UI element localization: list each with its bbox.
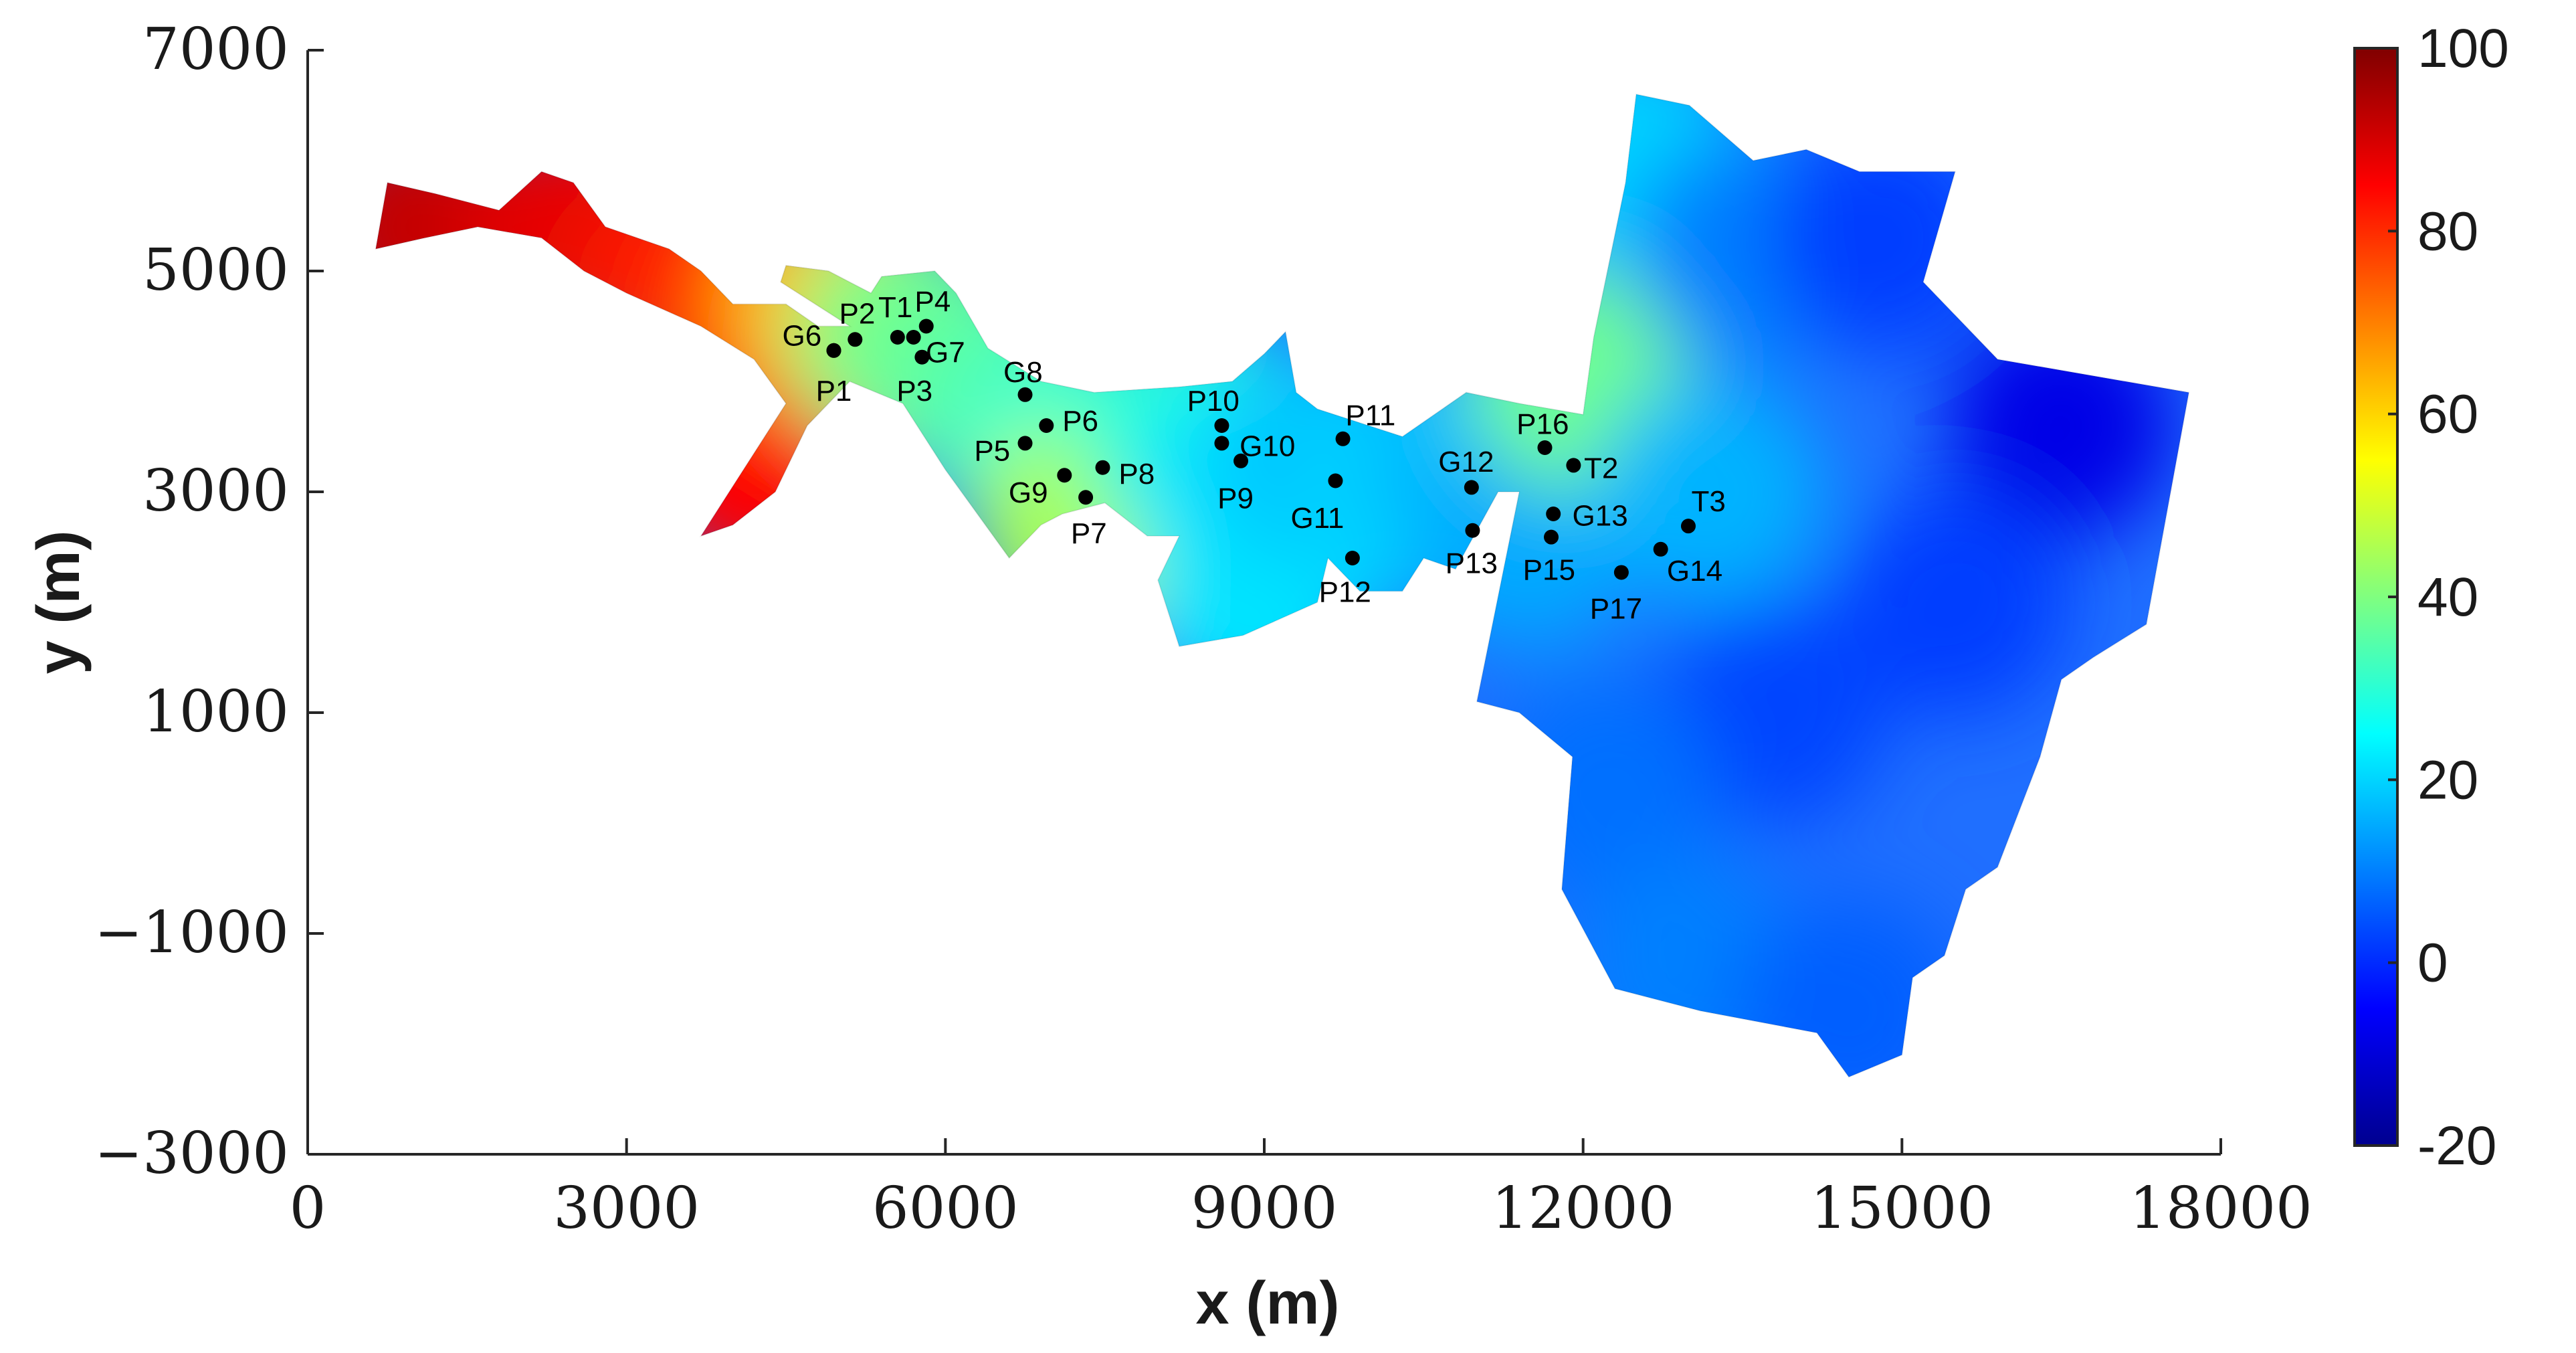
point-label-g12: G12 bbox=[1438, 446, 1494, 478]
point-label-p10: P10 bbox=[1187, 385, 1240, 418]
point-marker-p12 bbox=[1345, 551, 1360, 565]
y-tick-label: −3000 bbox=[94, 1120, 289, 1187]
point-label-g6: G6 bbox=[782, 320, 821, 353]
colorbar-tick-label: -20 bbox=[2417, 1115, 2497, 1176]
y-tick-label: 5000 bbox=[142, 237, 289, 304]
point-marker-p9 bbox=[1233, 453, 1249, 468]
point-marker-p6 bbox=[1039, 418, 1054, 433]
point-marker-p8 bbox=[1095, 460, 1110, 475]
axes: 0 3000 6000 9000 12000 15000 18000 −3000 −1000 1… bbox=[25, 16, 2312, 1337]
point-marker-p11 bbox=[1335, 431, 1351, 446]
point-label-p9: P9 bbox=[1217, 482, 1254, 515]
colorbar-tick-label: 40 bbox=[2417, 567, 2478, 628]
point-label-t1: T1 bbox=[878, 291, 912, 324]
x-ticks: 0 3000 6000 9000 12000 15000 18000 bbox=[290, 1138, 2312, 1242]
point-marker-g13 bbox=[1546, 507, 1561, 521]
point-label-g13: G13 bbox=[1573, 500, 1628, 533]
point-label-p15: P15 bbox=[1523, 554, 1575, 587]
x-tick-label: 18000 bbox=[2129, 1175, 2312, 1242]
point-label-t3: T3 bbox=[1691, 485, 1725, 518]
x-tick-label: 15000 bbox=[1811, 1175, 1994, 1242]
point-label-p13: P13 bbox=[1446, 547, 1498, 580]
point-marker-g11 bbox=[1328, 473, 1343, 488]
point-label-p7: P7 bbox=[1071, 517, 1107, 550]
colorbar-tick-label: 0 bbox=[2417, 933, 2448, 994]
colorbar-tick-label: 100 bbox=[2417, 18, 2509, 79]
point-label-p4: P4 bbox=[914, 286, 951, 319]
point-label-p6: P6 bbox=[1062, 405, 1098, 438]
point-marker-g6 bbox=[826, 343, 841, 358]
point-marker-g14 bbox=[1653, 541, 1668, 557]
x-tick-label: 0 bbox=[290, 1175, 326, 1242]
point-marker-p7 bbox=[1078, 490, 1094, 505]
x-tick-label: 3000 bbox=[553, 1175, 700, 1242]
point-label-g10: G10 bbox=[1240, 430, 1295, 463]
field-sample bbox=[460, 113, 688, 341]
x-tick-label: 6000 bbox=[872, 1175, 1019, 1242]
x-tick-label: 9000 bbox=[1191, 1175, 1338, 1242]
point-label-p16: P16 bbox=[1516, 408, 1569, 441]
point-marker-p5 bbox=[1017, 436, 1033, 451]
domain-outline bbox=[375, 93, 2190, 1078]
point-label-p12: P12 bbox=[1319, 576, 1371, 609]
point-label-g8: G8 bbox=[1003, 356, 1043, 389]
y-ticks: −3000 −1000 1000 3000 5000 7000 bbox=[94, 16, 324, 1187]
point-label-g7: G7 bbox=[926, 336, 965, 369]
point-marker-g10 bbox=[1214, 436, 1229, 451]
point-label-t2: T2 bbox=[1584, 452, 1618, 485]
point-marker-g7 bbox=[906, 330, 921, 345]
point-marker-t2 bbox=[1566, 458, 1581, 473]
point-label-p17: P17 bbox=[1590, 592, 1642, 625]
point-label-g9: G9 bbox=[1009, 476, 1048, 509]
field-sample bbox=[1767, 124, 1995, 352]
point-marker-g12 bbox=[1464, 480, 1479, 495]
point-marker-p15 bbox=[1544, 529, 1559, 545]
y-tick-label: 7000 bbox=[142, 16, 289, 83]
point-label-p2: P2 bbox=[839, 298, 876, 331]
point-label-p3: P3 bbox=[896, 375, 932, 408]
y-axis-title: y (m) bbox=[25, 530, 92, 674]
point-marker-p4 bbox=[918, 319, 934, 334]
x-axis-title: x (m) bbox=[1195, 1270, 1339, 1337]
point-marker-p13 bbox=[1465, 523, 1480, 538]
color-field bbox=[375, 94, 2189, 1077]
point-marker-g9 bbox=[1057, 468, 1072, 483]
y-tick-label: 1000 bbox=[142, 679, 289, 745]
point-label-g11: G11 bbox=[1290, 502, 1344, 535]
field-sample bbox=[1735, 897, 1963, 1077]
point-marker-p3 bbox=[914, 349, 930, 365]
colorbar-tick-label: 60 bbox=[2417, 384, 2478, 445]
point-marker-p16 bbox=[1537, 440, 1553, 455]
point-marker-p2 bbox=[848, 332, 863, 347]
point-label-p5: P5 bbox=[974, 434, 1010, 467]
point-label-p11: P11 bbox=[1345, 399, 1395, 432]
point-marker-t3 bbox=[1680, 519, 1696, 534]
field-blobs bbox=[375, 94, 2175, 1077]
colorbar-ticks: -20 0 20 40 60 80 100 bbox=[2388, 18, 2509, 1176]
field-sample bbox=[1660, 599, 1888, 826]
point-marker-p17 bbox=[1613, 565, 1629, 580]
point-marker-g8 bbox=[1017, 387, 1033, 402]
point-marker-t1 bbox=[890, 330, 905, 345]
point-label-p1: P1 bbox=[816, 375, 852, 408]
point-label-g14: G14 bbox=[1667, 555, 1722, 588]
y-tick-label: 3000 bbox=[142, 458, 289, 525]
point-marker-p10 bbox=[1214, 418, 1229, 433]
y-tick-label: −1000 bbox=[94, 899, 289, 966]
x-tick-label: 12000 bbox=[1492, 1175, 1675, 1242]
colorbar-tick-label: 80 bbox=[2417, 201, 2478, 262]
point-label-p8: P8 bbox=[1118, 458, 1155, 490]
colorbar-tick-label: 20 bbox=[2417, 749, 2478, 810]
colorbar: -20 0 20 40 60 80 100 bbox=[2353, 18, 2509, 1176]
field-sample bbox=[1841, 488, 2069, 716]
